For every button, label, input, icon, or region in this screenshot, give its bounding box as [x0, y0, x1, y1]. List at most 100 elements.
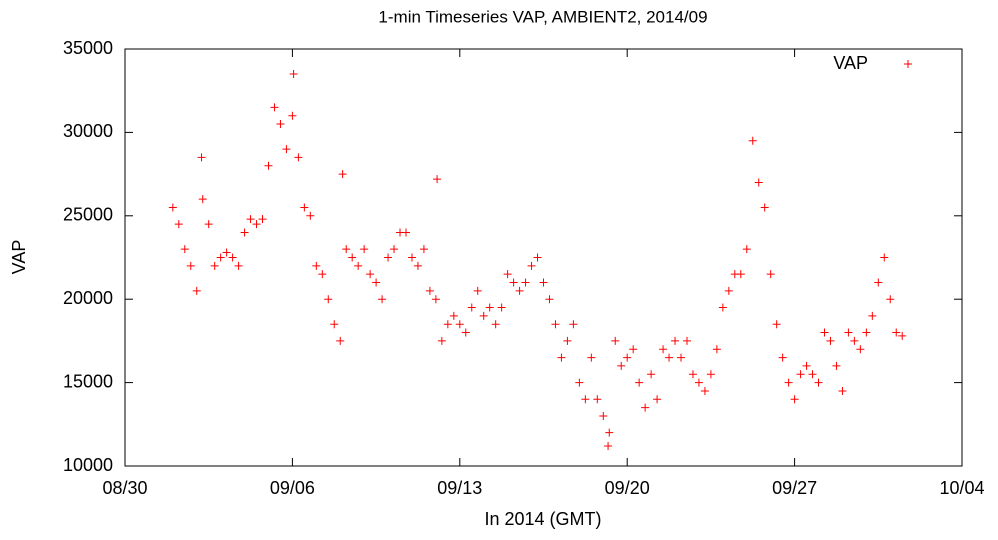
- point: [575, 378, 584, 387]
- point: [838, 386, 847, 395]
- point: [868, 311, 877, 320]
- point: [629, 345, 638, 354]
- x-tick-label: 09/27: [772, 478, 817, 498]
- point: [197, 153, 206, 162]
- point: [587, 353, 596, 362]
- point: [623, 353, 632, 362]
- point: [282, 145, 291, 154]
- point: [168, 203, 177, 212]
- point: [617, 361, 626, 370]
- point: [688, 370, 697, 379]
- y-tick-label: 10000: [63, 455, 113, 475]
- point: [407, 253, 416, 262]
- point: [419, 245, 428, 254]
- point: [324, 295, 333, 304]
- point: [467, 303, 476, 312]
- point: [862, 328, 871, 337]
- point: [760, 203, 769, 212]
- point: [665, 353, 674, 362]
- point: [413, 261, 422, 270]
- point: [880, 253, 889, 262]
- point: [778, 353, 787, 362]
- point: [276, 120, 285, 129]
- point: [832, 361, 841, 370]
- point: [479, 311, 488, 320]
- point: [826, 336, 835, 345]
- point: [605, 428, 614, 437]
- y-tick-label: 15000: [63, 371, 113, 391]
- x-tick-label: 10/04: [939, 478, 984, 498]
- point: [593, 395, 602, 404]
- point: [653, 395, 662, 404]
- x-tick-label: 09/13: [437, 478, 482, 498]
- point: [611, 336, 620, 345]
- point: [784, 378, 793, 387]
- point: [503, 270, 512, 279]
- point: [348, 253, 357, 262]
- point: [198, 195, 207, 204]
- point: [240, 228, 249, 237]
- point: [599, 411, 608, 420]
- chart-title: 1-min Timeseries VAP, AMBIENT2, 2014/09: [378, 7, 707, 26]
- point: [898, 331, 907, 340]
- point: [473, 286, 482, 295]
- point: [641, 403, 650, 412]
- point: [300, 203, 309, 212]
- point: [539, 278, 548, 287]
- point: [204, 220, 213, 229]
- point: [796, 370, 805, 379]
- point: [338, 170, 347, 179]
- y-tick-label: 20000: [63, 288, 113, 308]
- point: [449, 311, 458, 320]
- point: [874, 278, 883, 287]
- legend-label: VAP: [833, 53, 868, 73]
- point: [533, 253, 542, 262]
- point: [563, 336, 572, 345]
- point: [551, 320, 560, 329]
- point: [246, 215, 255, 224]
- point: [844, 328, 853, 337]
- point: [772, 320, 781, 329]
- point: [354, 261, 363, 270]
- point: [384, 253, 393, 262]
- point: [766, 270, 775, 279]
- x-tick-label: 09/20: [605, 478, 650, 498]
- point: [437, 336, 446, 345]
- point: [222, 248, 231, 257]
- point: [294, 153, 303, 162]
- point: [635, 378, 644, 387]
- point: [342, 245, 351, 254]
- point: [712, 345, 721, 354]
- point: [694, 378, 703, 387]
- point: [677, 353, 686, 362]
- point: [647, 370, 656, 379]
- point: [228, 253, 237, 262]
- point: [264, 161, 273, 170]
- point: [372, 278, 381, 287]
- point: [892, 328, 901, 337]
- y-axis-label: VAP: [9, 240, 29, 275]
- point: [545, 295, 554, 304]
- point: [682, 336, 691, 345]
- point: [431, 295, 440, 304]
- point: [700, 386, 709, 395]
- plot-frame: [124, 48, 963, 467]
- point: [724, 286, 733, 295]
- point: [289, 70, 298, 79]
- point: [754, 178, 763, 187]
- point: [850, 336, 859, 345]
- point: [192, 286, 201, 295]
- point: [401, 228, 410, 237]
- point: [443, 320, 452, 329]
- point: [569, 320, 578, 329]
- point: [288, 111, 297, 120]
- y-tick-label: 30000: [63, 121, 113, 141]
- point: [802, 361, 811, 370]
- point: [820, 328, 829, 337]
- point: [461, 328, 470, 337]
- point: [814, 378, 823, 387]
- point: [736, 270, 745, 279]
- point: [234, 261, 243, 270]
- point: [515, 286, 524, 295]
- point: [252, 220, 261, 229]
